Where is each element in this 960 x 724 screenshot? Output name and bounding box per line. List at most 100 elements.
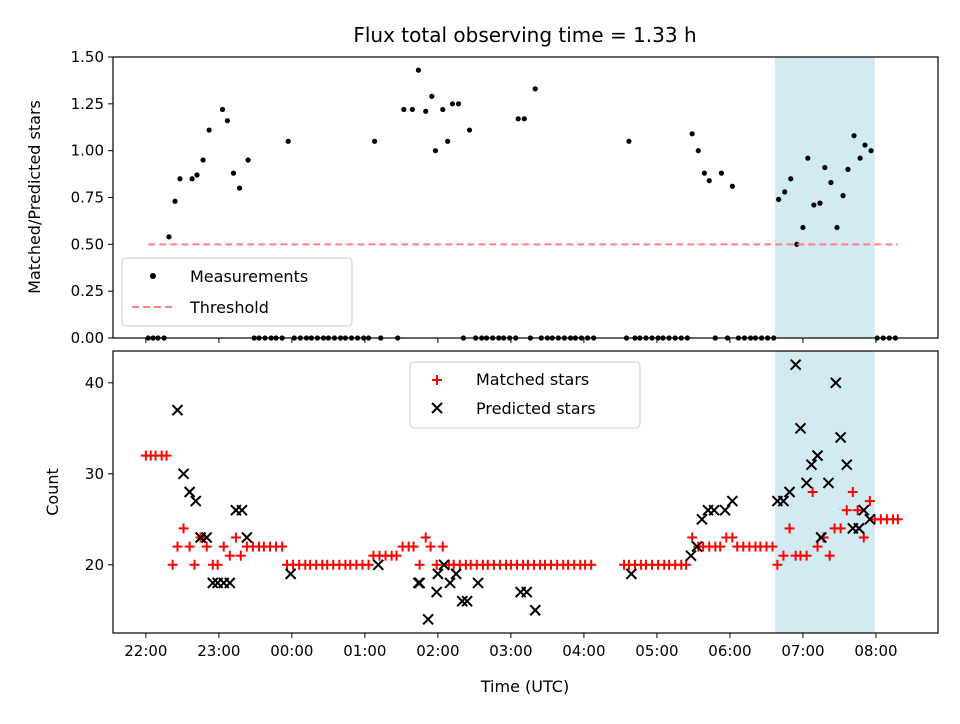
measurement-point	[834, 224, 840, 231]
matched-point	[847, 487, 858, 497]
measurement-point	[236, 185, 243, 191]
matched-point	[408, 541, 419, 552]
matched-point	[189, 559, 200, 570]
matched-point	[812, 541, 823, 552]
matched-point	[391, 550, 402, 561]
bottom-panel: 20 30 40 22:00 23:00 00:00 01:00 02:00 03:00 04:…	[43, 350, 939, 696]
y-tick-label: 1.25	[71, 95, 104, 113]
measurement-point	[401, 106, 407, 113]
measurement-point	[372, 138, 378, 144]
predicted-point	[794, 422, 807, 435]
matched-point	[824, 550, 835, 561]
matched-point	[852, 505, 863, 516]
measurement-point	[775, 196, 782, 202]
predicted-point	[183, 486, 196, 498]
measurement-point	[729, 183, 735, 189]
predicted-point	[236, 504, 248, 516]
measurement-point	[172, 198, 178, 204]
measurement-point	[429, 93, 435, 99]
matched-point	[864, 496, 875, 507]
measurement-point	[800, 224, 806, 231]
top-y-ticks: 0.00 0.25 0.50 0.75 1.00 1.25 1.50	[71, 48, 113, 347]
bottom-legend-box	[409, 361, 641, 429]
x-tick-label: 00:00	[270, 642, 313, 660]
matched-point	[201, 541, 212, 552]
bottom-legend: Matched stars Predicted stars	[409, 361, 641, 429]
matched-point	[437, 541, 448, 552]
matched-point	[178, 523, 189, 534]
measurement-point	[245, 157, 251, 163]
measurement-point	[857, 155, 863, 161]
predicted-point	[413, 577, 426, 589]
x-tick-label: 06:00	[708, 642, 751, 660]
predicted-point	[207, 577, 219, 589]
predicted-point	[200, 531, 213, 544]
measurement-point	[811, 202, 817, 208]
matched-point	[727, 532, 738, 543]
predicted-point	[177, 468, 190, 480]
measurement-point	[782, 189, 788, 195]
matched-point	[778, 550, 789, 561]
legend-threshold-label: Threshold	[189, 298, 269, 317]
legend-measurements-marker	[150, 273, 156, 279]
measurement-point	[695, 148, 701, 154]
predicted-point	[438, 559, 450, 571]
measurement-point	[828, 179, 834, 186]
predicted-point	[777, 495, 790, 507]
measurement-point	[689, 131, 695, 137]
matched-point	[586, 559, 597, 570]
matched-point	[277, 541, 288, 552]
y-tick-label: 0.25	[71, 282, 104, 300]
predicted-point	[625, 568, 638, 580]
predicted-point	[834, 431, 847, 444]
matched-point	[772, 559, 783, 570]
matched-point	[172, 541, 183, 552]
predicted-point	[815, 531, 827, 544]
bottom-x-ticks: 22:00 23:00 00:00 01:00 02:00 03:00 04:00 05:00…	[124, 633, 898, 660]
bottom-highlight-span	[774, 351, 875, 633]
measurement-point	[194, 172, 200, 178]
measurement-point	[805, 155, 811, 161]
measurement-point	[845, 166, 851, 172]
measurement-point	[409, 106, 415, 113]
y-tick-label: 1.50	[71, 48, 104, 66]
top-axes-frame	[112, 56, 939, 339]
x-tick-label: 03:00	[489, 642, 532, 660]
predicted-point	[430, 586, 443, 598]
legend-matched-label: Matched stars	[476, 370, 589, 389]
x-tick-label: 05:00	[635, 642, 678, 660]
matched-point	[414, 559, 425, 570]
x-tick-label: 02:00	[416, 642, 459, 660]
measurement-point	[224, 118, 230, 124]
y-tick-label: 0.00	[71, 329, 104, 347]
matched-point	[801, 550, 812, 561]
y-tick-label: 0.75	[71, 189, 104, 207]
measurement-point	[868, 148, 874, 154]
predicted-point	[444, 577, 456, 589]
measurement-point	[822, 164, 828, 171]
top-panel: 0.00 0.25 0.50 0.75 1.00 1.25 1.50 Matched/Pre…	[25, 48, 939, 347]
measurement-point	[817, 200, 823, 206]
measurement-point	[515, 116, 521, 122]
measurement-point	[455, 101, 462, 107]
predicted-point	[858, 504, 870, 516]
predicted-point	[822, 477, 835, 489]
matched-point	[807, 487, 818, 497]
legend-predicted-marker	[431, 402, 443, 414]
predicted-point	[841, 459, 853, 471]
measurement-point	[206, 127, 212, 133]
bottom-y-axis-label: Count	[43, 468, 62, 516]
bottom-axes-frame	[112, 350, 939, 634]
bottom-series	[140, 358, 903, 626]
predicted-point	[241, 531, 253, 544]
x-tick-label: 01:00	[343, 642, 386, 660]
measurement-point	[200, 157, 206, 163]
x-tick-label: 08:00	[854, 642, 897, 660]
y-tick-label: 40	[85, 374, 104, 392]
matched-point	[431, 559, 442, 570]
measurement-point	[230, 170, 237, 176]
legend-measurements-label: Measurements	[190, 267, 308, 286]
matched-point	[687, 532, 698, 543]
predicted-point	[224, 577, 236, 589]
